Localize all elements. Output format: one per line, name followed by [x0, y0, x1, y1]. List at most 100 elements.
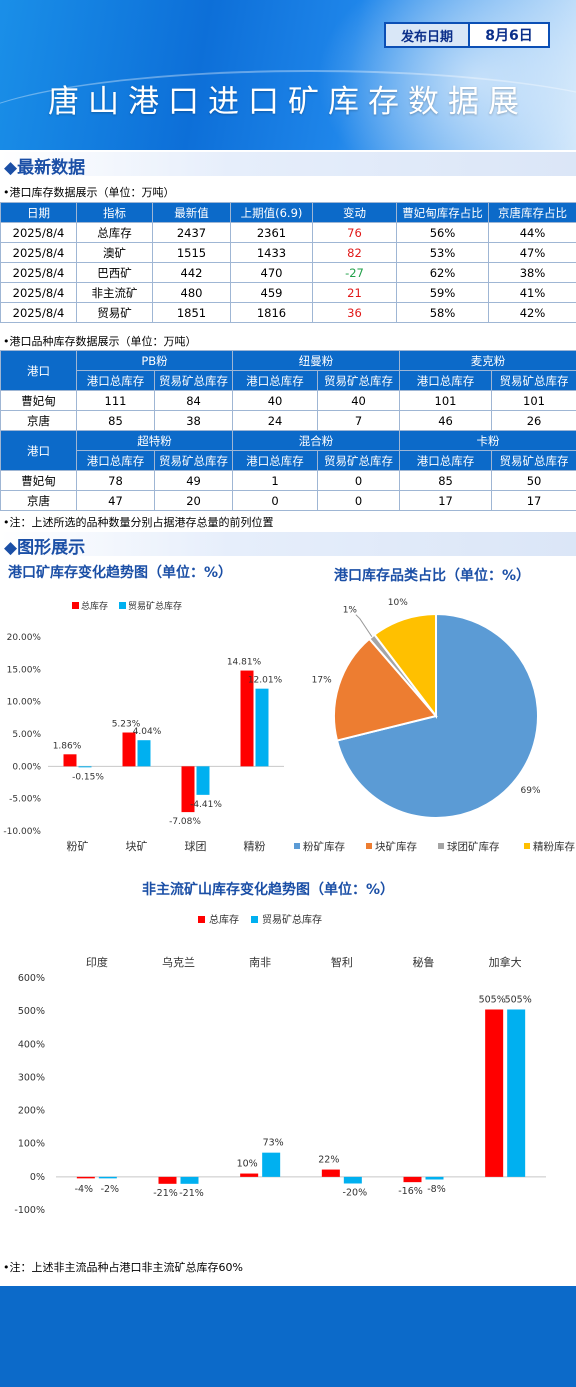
table-cell: 京唐 — [0, 490, 77, 511]
data-label: -8% — [427, 1184, 446, 1195]
data-label: 1.86% — [53, 741, 82, 751]
data-label: 22% — [318, 1155, 339, 1166]
table-cell: 26 — [491, 410, 576, 431]
y-tick-label: 400% — [18, 1039, 45, 1050]
table-row: 曹妃甸 78 49 1 0 85 50 — [0, 470, 576, 491]
bar — [122, 732, 136, 767]
publish-date-box: 发布日期 8月6日 — [384, 22, 550, 48]
table-cell: 42% — [488, 302, 576, 323]
table-cell: 49 — [153, 470, 234, 491]
table-cell: 47 — [76, 490, 155, 511]
section-charts-heading: ◆图形展示 — [0, 532, 576, 558]
sub-header-cell: 港口总库存 — [76, 450, 155, 471]
chart-note: •注：上述非主流品种占港口非主流矿总库存60% — [3, 1261, 243, 1274]
table-cell: 17 — [491, 490, 576, 511]
data-label: 505% — [505, 994, 532, 1005]
data-label: -20% — [343, 1187, 368, 1198]
table-cell: 480 — [152, 282, 231, 303]
table-note: •注：上述所选的品种数量分别占据港存总量的前列位置 — [3, 516, 274, 529]
header-cell: 京唐库存占比 — [488, 202, 576, 223]
data-label: 12.01% — [248, 676, 283, 686]
table-row: 2025/8/4 巴西矿 442 470 -27 62% 38% — [0, 262, 576, 283]
legend-label: 精粉库存 — [533, 840, 575, 853]
table-cell: 40 — [232, 390, 319, 411]
y-tick-label: 100% — [18, 1139, 45, 1150]
y-tick-label: 200% — [18, 1106, 45, 1117]
table-cell: 59% — [396, 282, 489, 303]
table-cell: 2361 — [230, 222, 313, 243]
bar — [63, 754, 77, 767]
table-cell: 2025/8/4 — [0, 262, 77, 283]
section-latest-title: ◆最新数据 — [4, 158, 86, 178]
legend-swatch-total — [198, 916, 205, 923]
table-cell: 24 — [232, 410, 319, 431]
data-label: 4.04% — [133, 727, 162, 737]
bar — [98, 1176, 117, 1179]
header-cell: 变动 — [312, 202, 397, 223]
chart-title: 非主流矿山库存变化趋势图（单位：%） — [142, 881, 394, 898]
data-label: -4% — [75, 1184, 94, 1195]
y-tick-label: 600% — [18, 973, 45, 984]
legend-swatch — [438, 843, 444, 849]
data-label: -16% — [398, 1186, 423, 1197]
bar — [240, 670, 254, 767]
table-cell: 2025/8/4 — [0, 282, 77, 303]
y-tick-label: 5.00% — [12, 730, 41, 740]
chart-title: 港口矿库存变化趋势图（单位：%） — [8, 564, 232, 581]
data-label: -2% — [101, 1184, 120, 1195]
bar — [425, 1176, 444, 1180]
table-cell: 澳矿 — [76, 242, 153, 263]
table-cell: 41% — [488, 282, 576, 303]
y-tick-label: 0.00% — [12, 762, 41, 772]
bar — [262, 1152, 281, 1177]
legend-swatch — [294, 843, 300, 849]
bar — [343, 1176, 362, 1184]
section-latest-label: 最新数据 — [17, 158, 86, 178]
header-banner: 发布日期 8月6日 唐山港口进口矿库存数据展 — [0, 0, 576, 150]
legend-swatch — [524, 843, 530, 849]
inventory-table-header: 日期 指标 最新值 上期值(6.9) 变动 曹妃甸库存占比 京唐库存占比 — [0, 202, 576, 223]
table-cell: 1515 — [152, 242, 231, 263]
table-cell: 21 — [312, 282, 397, 303]
table-cell: 78 — [76, 470, 155, 491]
table-cell: 111 — [76, 390, 155, 411]
table-cell: 曹妃甸 — [0, 470, 77, 491]
y-tick-label: 15.00% — [7, 665, 42, 675]
table-cell: 0 — [317, 470, 401, 491]
pie-slice — [335, 612, 539, 819]
legend-swatch-total — [72, 602, 79, 609]
table-row: 京唐 85 38 24 7 46 26 — [0, 410, 576, 431]
port-ore-change-chart: 港口矿库存变化趋势图（单位：%） 总库存 贸易矿总库存 20.00% 15.00% 10.… — [3, 564, 284, 853]
table-cell: 2025/8/4 — [0, 222, 77, 243]
data-label: 10% — [237, 1159, 258, 1170]
port-header: 港口 — [0, 430, 77, 471]
port-category-pie-chart: 港口库存品类占比（单位：%） 69% 17% 1% 10% 粉矿库存 块矿库存 球团矿库存 精粉… — [294, 567, 575, 853]
table-cell: 贸易矿 — [76, 302, 153, 323]
data-label: -7.08% — [169, 817, 201, 827]
bar — [507, 1009, 526, 1177]
variety-header: 纽曼粉 — [232, 350, 401, 371]
sub-header-cell: 贸易矿总库存 — [491, 450, 576, 471]
legend-label: 贸易矿总库存 — [128, 600, 182, 612]
y-tick-label: 0% — [30, 1172, 45, 1183]
header-wave — [0, 70, 576, 150]
legend-label: 球团矿库存 — [447, 840, 500, 853]
sub-header-cell: 港口总库存 — [232, 370, 319, 391]
y-tick-label: -100% — [14, 1205, 45, 1216]
data-label: 5.23% — [112, 720, 141, 730]
x-tick-label: 球团 — [185, 839, 207, 853]
bar — [181, 766, 195, 813]
x-tick-label: 南非 — [249, 956, 271, 969]
table-cell: 京唐 — [0, 410, 77, 431]
bar — [255, 688, 269, 767]
bar — [403, 1176, 422, 1183]
table-cell: 7 — [317, 410, 401, 431]
x-tick-label: 乌克兰 — [162, 955, 195, 969]
y-tick-label: -10.00% — [3, 827, 41, 837]
bar — [158, 1176, 177, 1184]
table-cell: 2025/8/4 — [0, 302, 77, 323]
table-cell: 1433 — [230, 242, 313, 263]
pie-slice — [333, 637, 438, 742]
table-cell: 470 — [230, 262, 313, 283]
inventory-table: 日期 指标 最新值 上期值(6.9) 变动 曹妃甸库存占比 京唐库存占比 2025/8/4 总… — [0, 202, 576, 323]
